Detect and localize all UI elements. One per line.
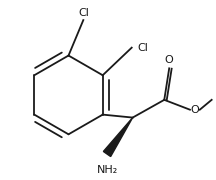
Polygon shape — [103, 118, 133, 157]
Text: NH₂: NH₂ — [96, 165, 118, 175]
Text: Cl: Cl — [138, 43, 148, 53]
Text: Cl: Cl — [78, 8, 89, 18]
Text: O: O — [191, 105, 199, 115]
Text: O: O — [165, 55, 174, 66]
